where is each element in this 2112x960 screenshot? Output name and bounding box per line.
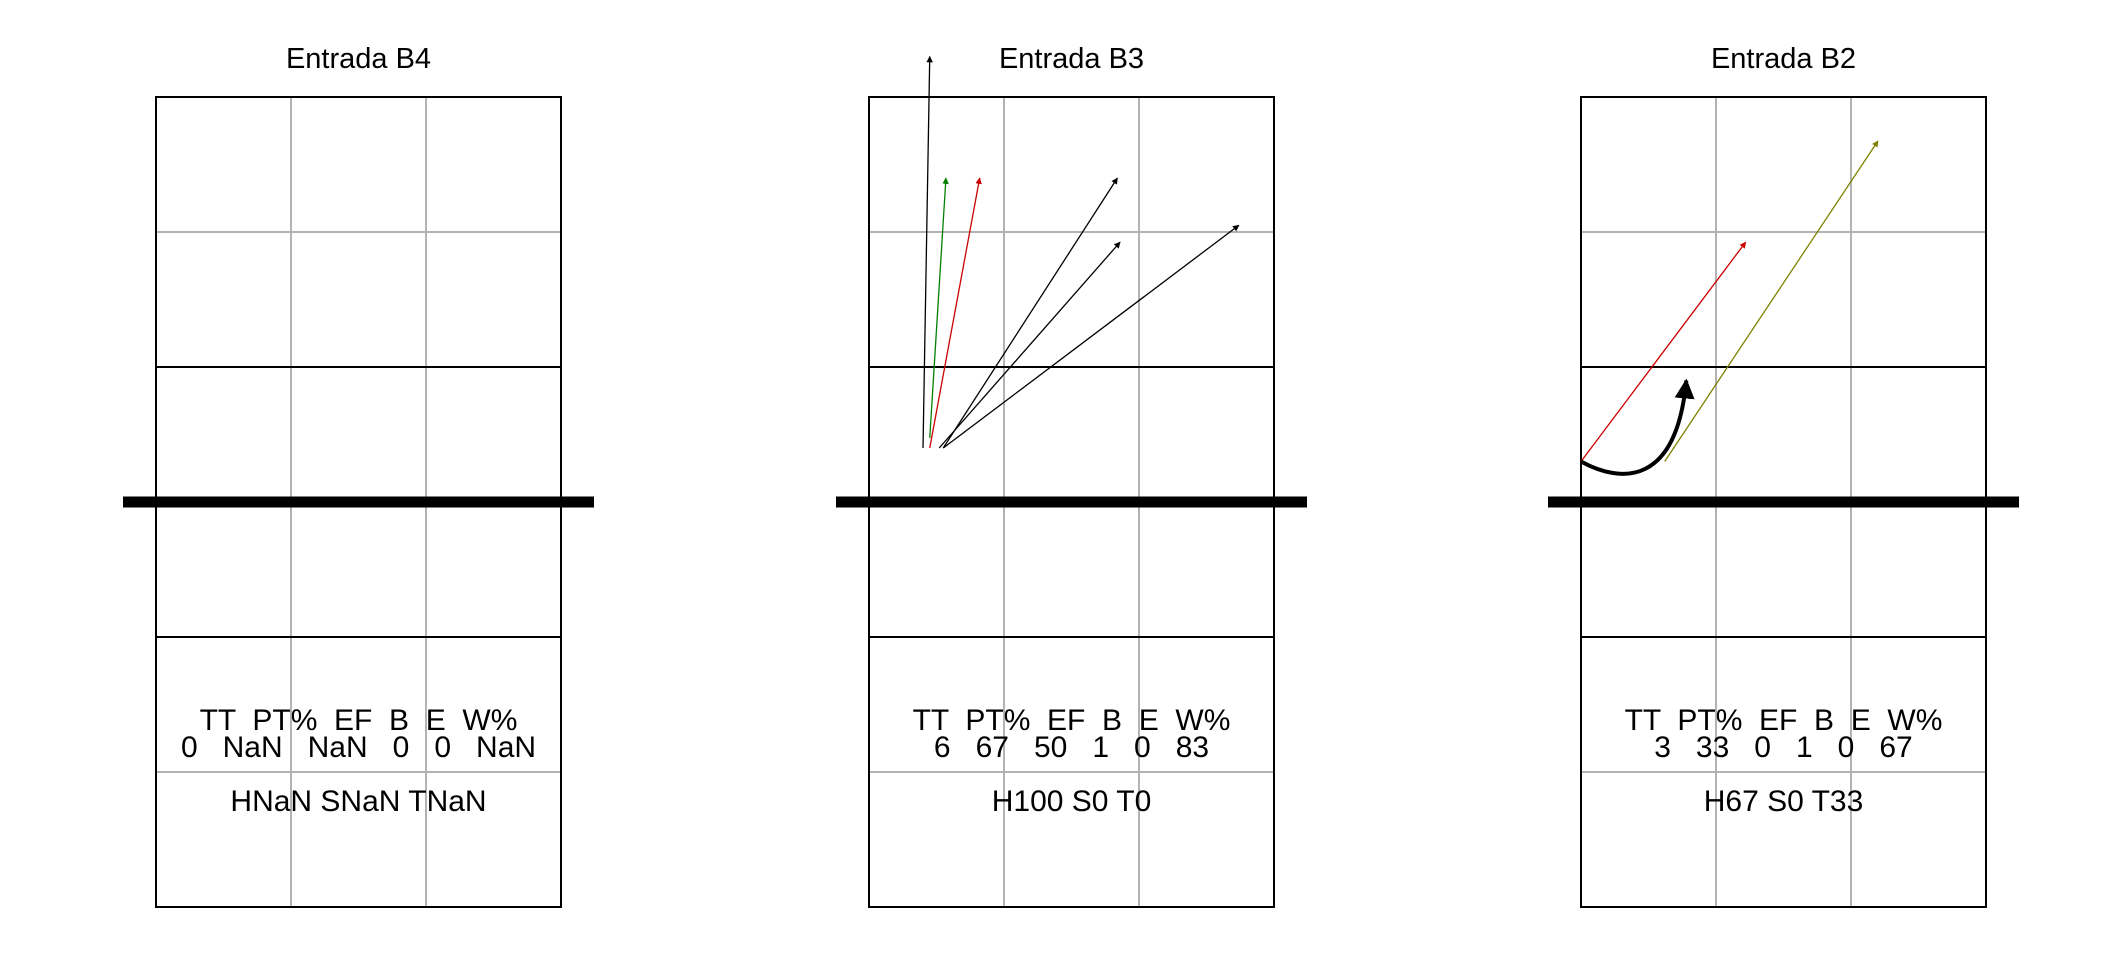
stats-values: 0 NaN NaN 0 0 NaN [181,731,536,764]
stats-values: 6 67 50 1 0 83 [934,731,1209,764]
attack-arrow [1664,140,1879,462]
panel-title: Entrada B2 [1711,43,1856,75]
summary-text: HNaN SNaN TNaN [230,785,486,818]
summary-text: H100 S0 T0 [992,785,1152,818]
court-panel-b4: Entrada B4 TT PT% EF B E W% 0 NaN NaN 0 … [123,43,594,908]
court [836,96,1307,908]
stats-values: 3 33 0 1 0 67 [1654,731,1913,764]
attack-arrow [938,241,1121,449]
stats-header: TT PT% EF B E W% [200,704,518,737]
court-panel-b3: Entrada B3 TT PT% EF B E W% 6 67 50 1 0 … [836,43,1307,908]
attack-arrow [929,177,982,449]
attack-arrow [922,55,933,449]
court [1548,96,2019,908]
panel-title: Entrada B4 [286,43,431,75]
court-panel-b2: Entrada B2 TT PT% EF B E W% 3 33 0 1 0 6… [1548,43,2019,908]
stats-header: TT PT% EF B E W% [913,704,1231,737]
attack-arrow [1580,378,1695,476]
summary-text: H67 S0 T33 [1704,785,1864,818]
attack-arrows [922,55,1240,449]
attack-arrow [942,224,1240,449]
attack-arrows [1580,140,1879,476]
panel-title: Entrada B3 [999,43,1144,75]
attack-arrow [1580,241,1747,462]
attack-arrow [942,177,1118,449]
court [123,96,594,908]
stats-header: TT PT% EF B E W% [1625,704,1943,737]
attack-arrow [929,177,949,438]
